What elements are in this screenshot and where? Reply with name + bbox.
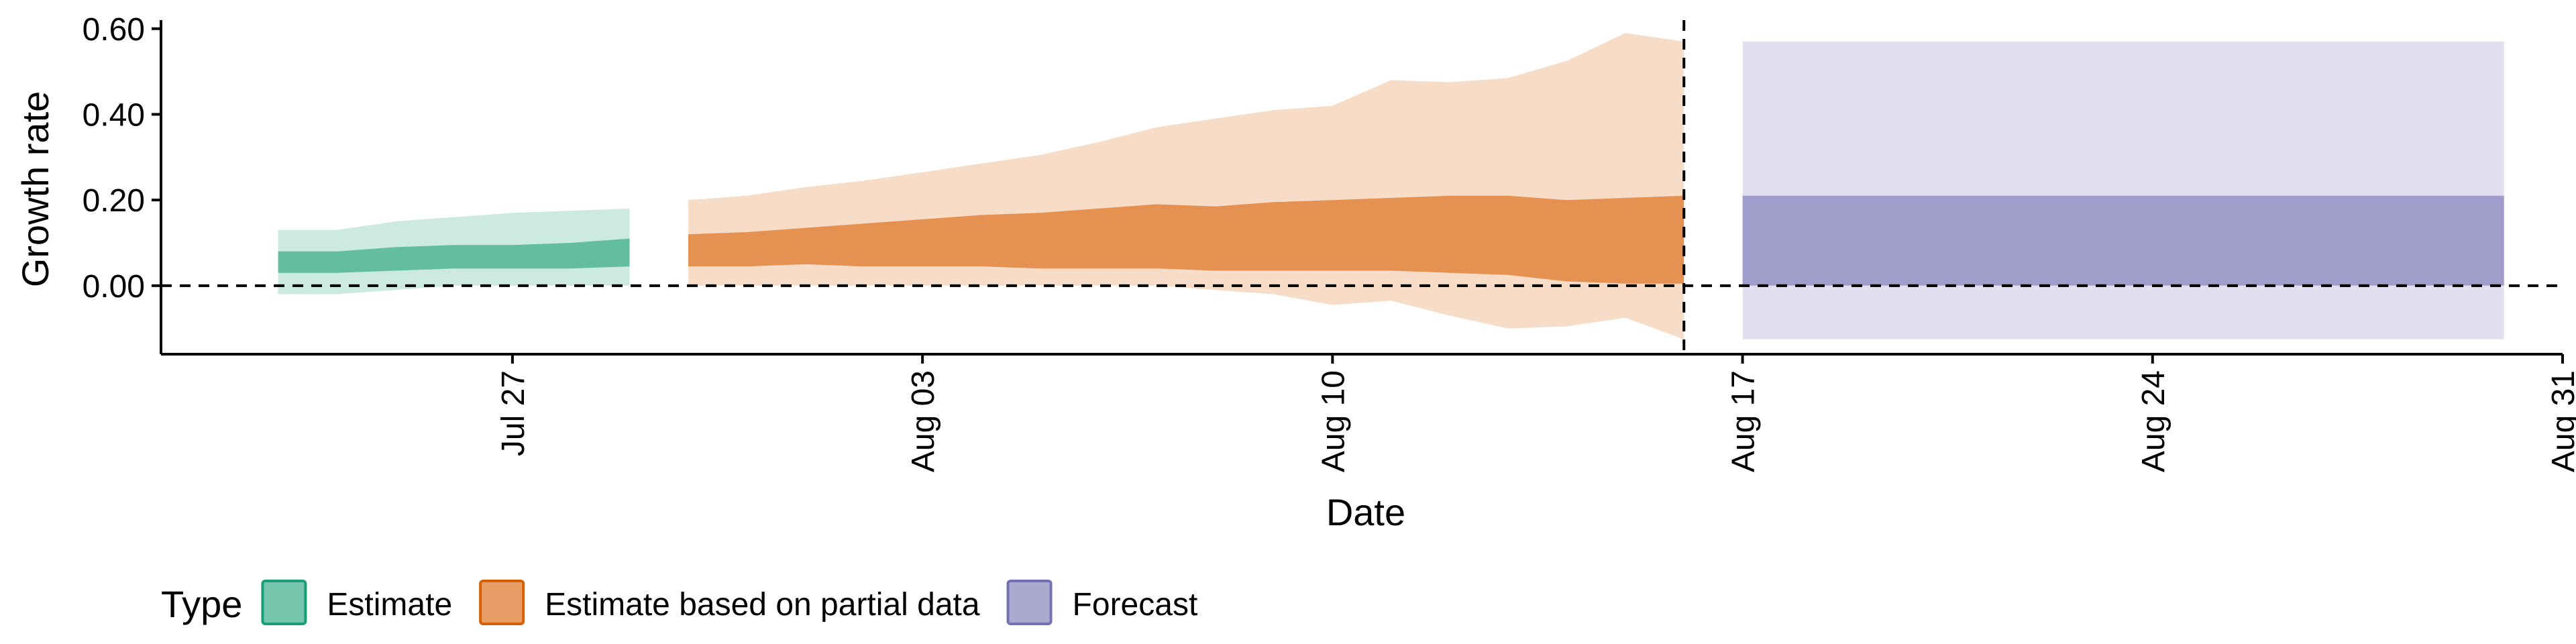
- tick-labels: 0.00 0.20 0.40 0.60 Jul 27 Aug 03 Aug 10 Aug 17…: [83, 12, 2576, 472]
- x-tick-label: Aug 03: [906, 370, 941, 472]
- legend-label: Estimate based on partial data: [545, 587, 980, 623]
- legend-label: Estimate: [327, 587, 452, 623]
- legend-item-estimate: Estimate: [261, 580, 452, 625]
- y-tick-label: 0.40: [83, 97, 145, 133]
- x-tick-label: Aug 24: [2136, 370, 2171, 472]
- y-tick-label: 0.20: [83, 183, 145, 219]
- legend-item-forecast: Forecast: [1006, 580, 1198, 625]
- axes: [160, 20, 2563, 356]
- x-axis-title: Date: [1326, 491, 1405, 533]
- estimate-based-on-partial-data-50pct-band: [688, 195, 1684, 284]
- legend-item-estimate-based-on-partial-data: Estimate based on partial data: [479, 580, 980, 625]
- forecast-50pct-band: [1742, 195, 2504, 286]
- bands-layer: [278, 33, 2504, 339]
- y-axis-title: Growth rate: [14, 91, 56, 288]
- y-tick-label: 0.00: [83, 269, 145, 305]
- legend-swatch: [479, 580, 525, 625]
- y-tick-label: 0.60: [83, 12, 145, 48]
- forecast-90pct-band: [1742, 41, 2504, 339]
- x-tick-label: Jul 27: [496, 370, 531, 456]
- reference-lines: [161, 20, 2563, 354]
- legend-title: Type: [161, 583, 242, 625]
- legend-entries: Estimate Estimate based on partial data Fo…: [261, 580, 1198, 625]
- estimate-50pct-band: [278, 238, 630, 273]
- estimate-based-on-partial-data-90pct-band: [688, 33, 1684, 339]
- x-tick-label: Aug 10: [1316, 370, 1351, 472]
- legend-label: Forecast: [1073, 587, 1198, 623]
- x-tick-label: Aug 31: [2546, 370, 2576, 472]
- legend: Type Estimate Estimate based on partial d…: [161, 580, 1198, 625]
- legend-swatch: [1006, 580, 1053, 625]
- legend-swatch: [261, 580, 307, 625]
- x-tick-label: Aug 17: [1726, 370, 1762, 472]
